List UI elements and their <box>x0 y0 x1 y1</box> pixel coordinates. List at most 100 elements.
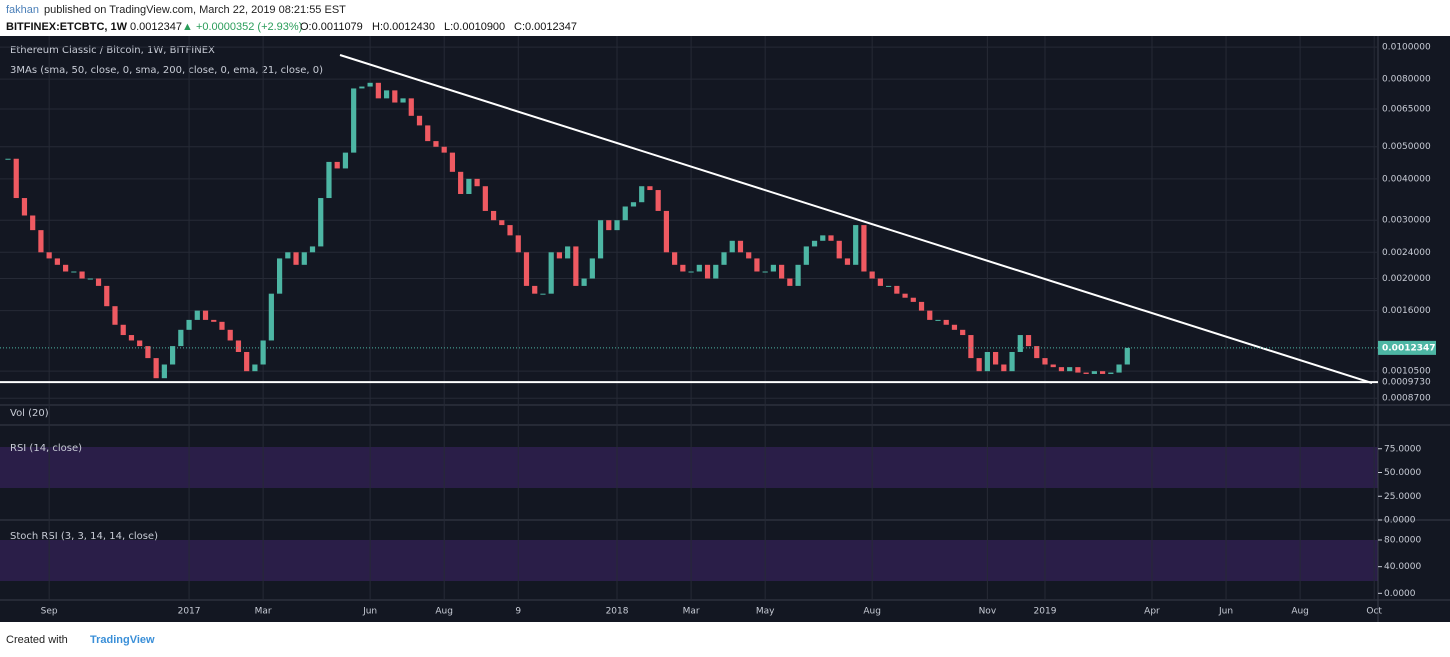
candle <box>449 152 456 172</box>
candle <box>1001 364 1007 372</box>
study-title: 3MAs (sma, 50, close, 0, sma, 200, close… <box>10 65 323 76</box>
rsi-title: RSI (14, close) <box>10 443 82 454</box>
candle <box>425 125 431 142</box>
trend-line <box>339 54 1373 384</box>
candle <box>737 240 744 253</box>
candle <box>523 252 530 286</box>
candle <box>367 82 373 87</box>
candle <box>836 240 842 259</box>
candle <box>1058 367 1065 372</box>
candle <box>326 161 332 199</box>
candle <box>622 206 628 221</box>
candle <box>721 252 727 265</box>
y-tick-label: 0.0050000 <box>1382 142 1431 152</box>
last-price-tag <box>1378 340 1436 355</box>
y-tick-label: 0.0008700 <box>1382 394 1431 404</box>
candle <box>1075 367 1081 373</box>
candle <box>943 319 949 325</box>
candle <box>38 230 44 253</box>
published: published on TradingView.com, March 22, … <box>44 4 346 16</box>
candle <box>680 264 686 272</box>
y-tick-label: 0.0010500 <box>1382 367 1431 377</box>
candle <box>663 210 669 253</box>
candle <box>779 264 785 279</box>
candle <box>30 215 36 231</box>
x-tick-label: 2017 <box>178 607 201 617</box>
volume-title: Vol (20) <box>10 408 49 419</box>
candle <box>861 225 867 272</box>
candle <box>13 158 19 199</box>
y-tick-label: 0.0000 <box>1384 589 1416 599</box>
candle <box>112 306 118 325</box>
y-tick-label: 0.0030000 <box>1382 216 1431 226</box>
candle <box>713 264 719 279</box>
candle <box>540 293 546 295</box>
candle <box>927 310 933 320</box>
rsi-band <box>0 447 1378 488</box>
brand: TradingView <box>90 634 155 646</box>
y-tick-label: 80.0000 <box>1384 536 1421 546</box>
candle <box>1034 346 1040 359</box>
candle <box>507 225 513 236</box>
candle <box>795 264 801 286</box>
candle <box>1108 372 1114 374</box>
candle <box>170 346 176 365</box>
candle <box>441 146 447 153</box>
candle <box>137 340 143 347</box>
y-tick-label: 50.0000 <box>1384 468 1421 478</box>
candle <box>145 346 151 359</box>
ohlc-high: H:0.0012430 <box>372 21 435 33</box>
candle <box>104 285 110 307</box>
chart-title: Ethereum Classic / Bitcoin, 1W, BITFINEX <box>10 45 215 56</box>
candle <box>894 285 900 294</box>
candle <box>844 258 851 265</box>
x-tick-label: Mar <box>683 607 700 617</box>
candle <box>285 252 291 259</box>
candle <box>95 278 102 286</box>
x-tick-label: Nov <box>979 607 997 617</box>
candle <box>416 115 423 126</box>
header-bg <box>0 0 1450 36</box>
candle <box>178 329 184 347</box>
candle <box>334 161 340 169</box>
x-tick-label: Aug <box>435 607 453 617</box>
candle <box>383 90 390 99</box>
change: ▲ +0.0000352 (+2.93%) <box>182 21 302 33</box>
y-tick-label: 75.0000 <box>1384 444 1421 454</box>
y-tick-label: 0.0080000 <box>1382 75 1431 85</box>
x-tick-label: Apr <box>1144 607 1160 617</box>
candle <box>688 271 694 273</box>
x-tick-label: Jun <box>362 607 377 617</box>
candle <box>968 335 974 359</box>
candle <box>202 310 209 320</box>
candle <box>515 235 521 253</box>
candle <box>79 271 85 279</box>
candle <box>276 258 283 294</box>
candle <box>1017 335 1023 352</box>
candle <box>976 358 982 372</box>
candle <box>770 264 776 272</box>
candle <box>746 252 752 259</box>
x-tick-label: 2018 <box>606 607 629 617</box>
publisher: fakhan <box>6 4 39 16</box>
candle <box>672 252 678 265</box>
x-tick-label: May <box>756 607 775 617</box>
y-tick-label: 40.0000 <box>1384 562 1421 572</box>
candle <box>490 210 497 221</box>
x-tick-label: Oct <box>1366 607 1382 617</box>
candle <box>433 141 439 147</box>
candle <box>359 86 365 89</box>
candle <box>244 351 250 372</box>
candle <box>573 246 579 286</box>
candle <box>474 178 480 187</box>
candle <box>63 264 69 272</box>
candle <box>548 252 554 294</box>
candle <box>696 264 702 272</box>
candle <box>227 329 233 341</box>
x-tick-label: Aug <box>863 607 881 617</box>
candle <box>219 321 225 330</box>
y-tick-label: 0.0020000 <box>1382 274 1431 284</box>
candle <box>235 340 242 352</box>
candle <box>400 98 406 103</box>
